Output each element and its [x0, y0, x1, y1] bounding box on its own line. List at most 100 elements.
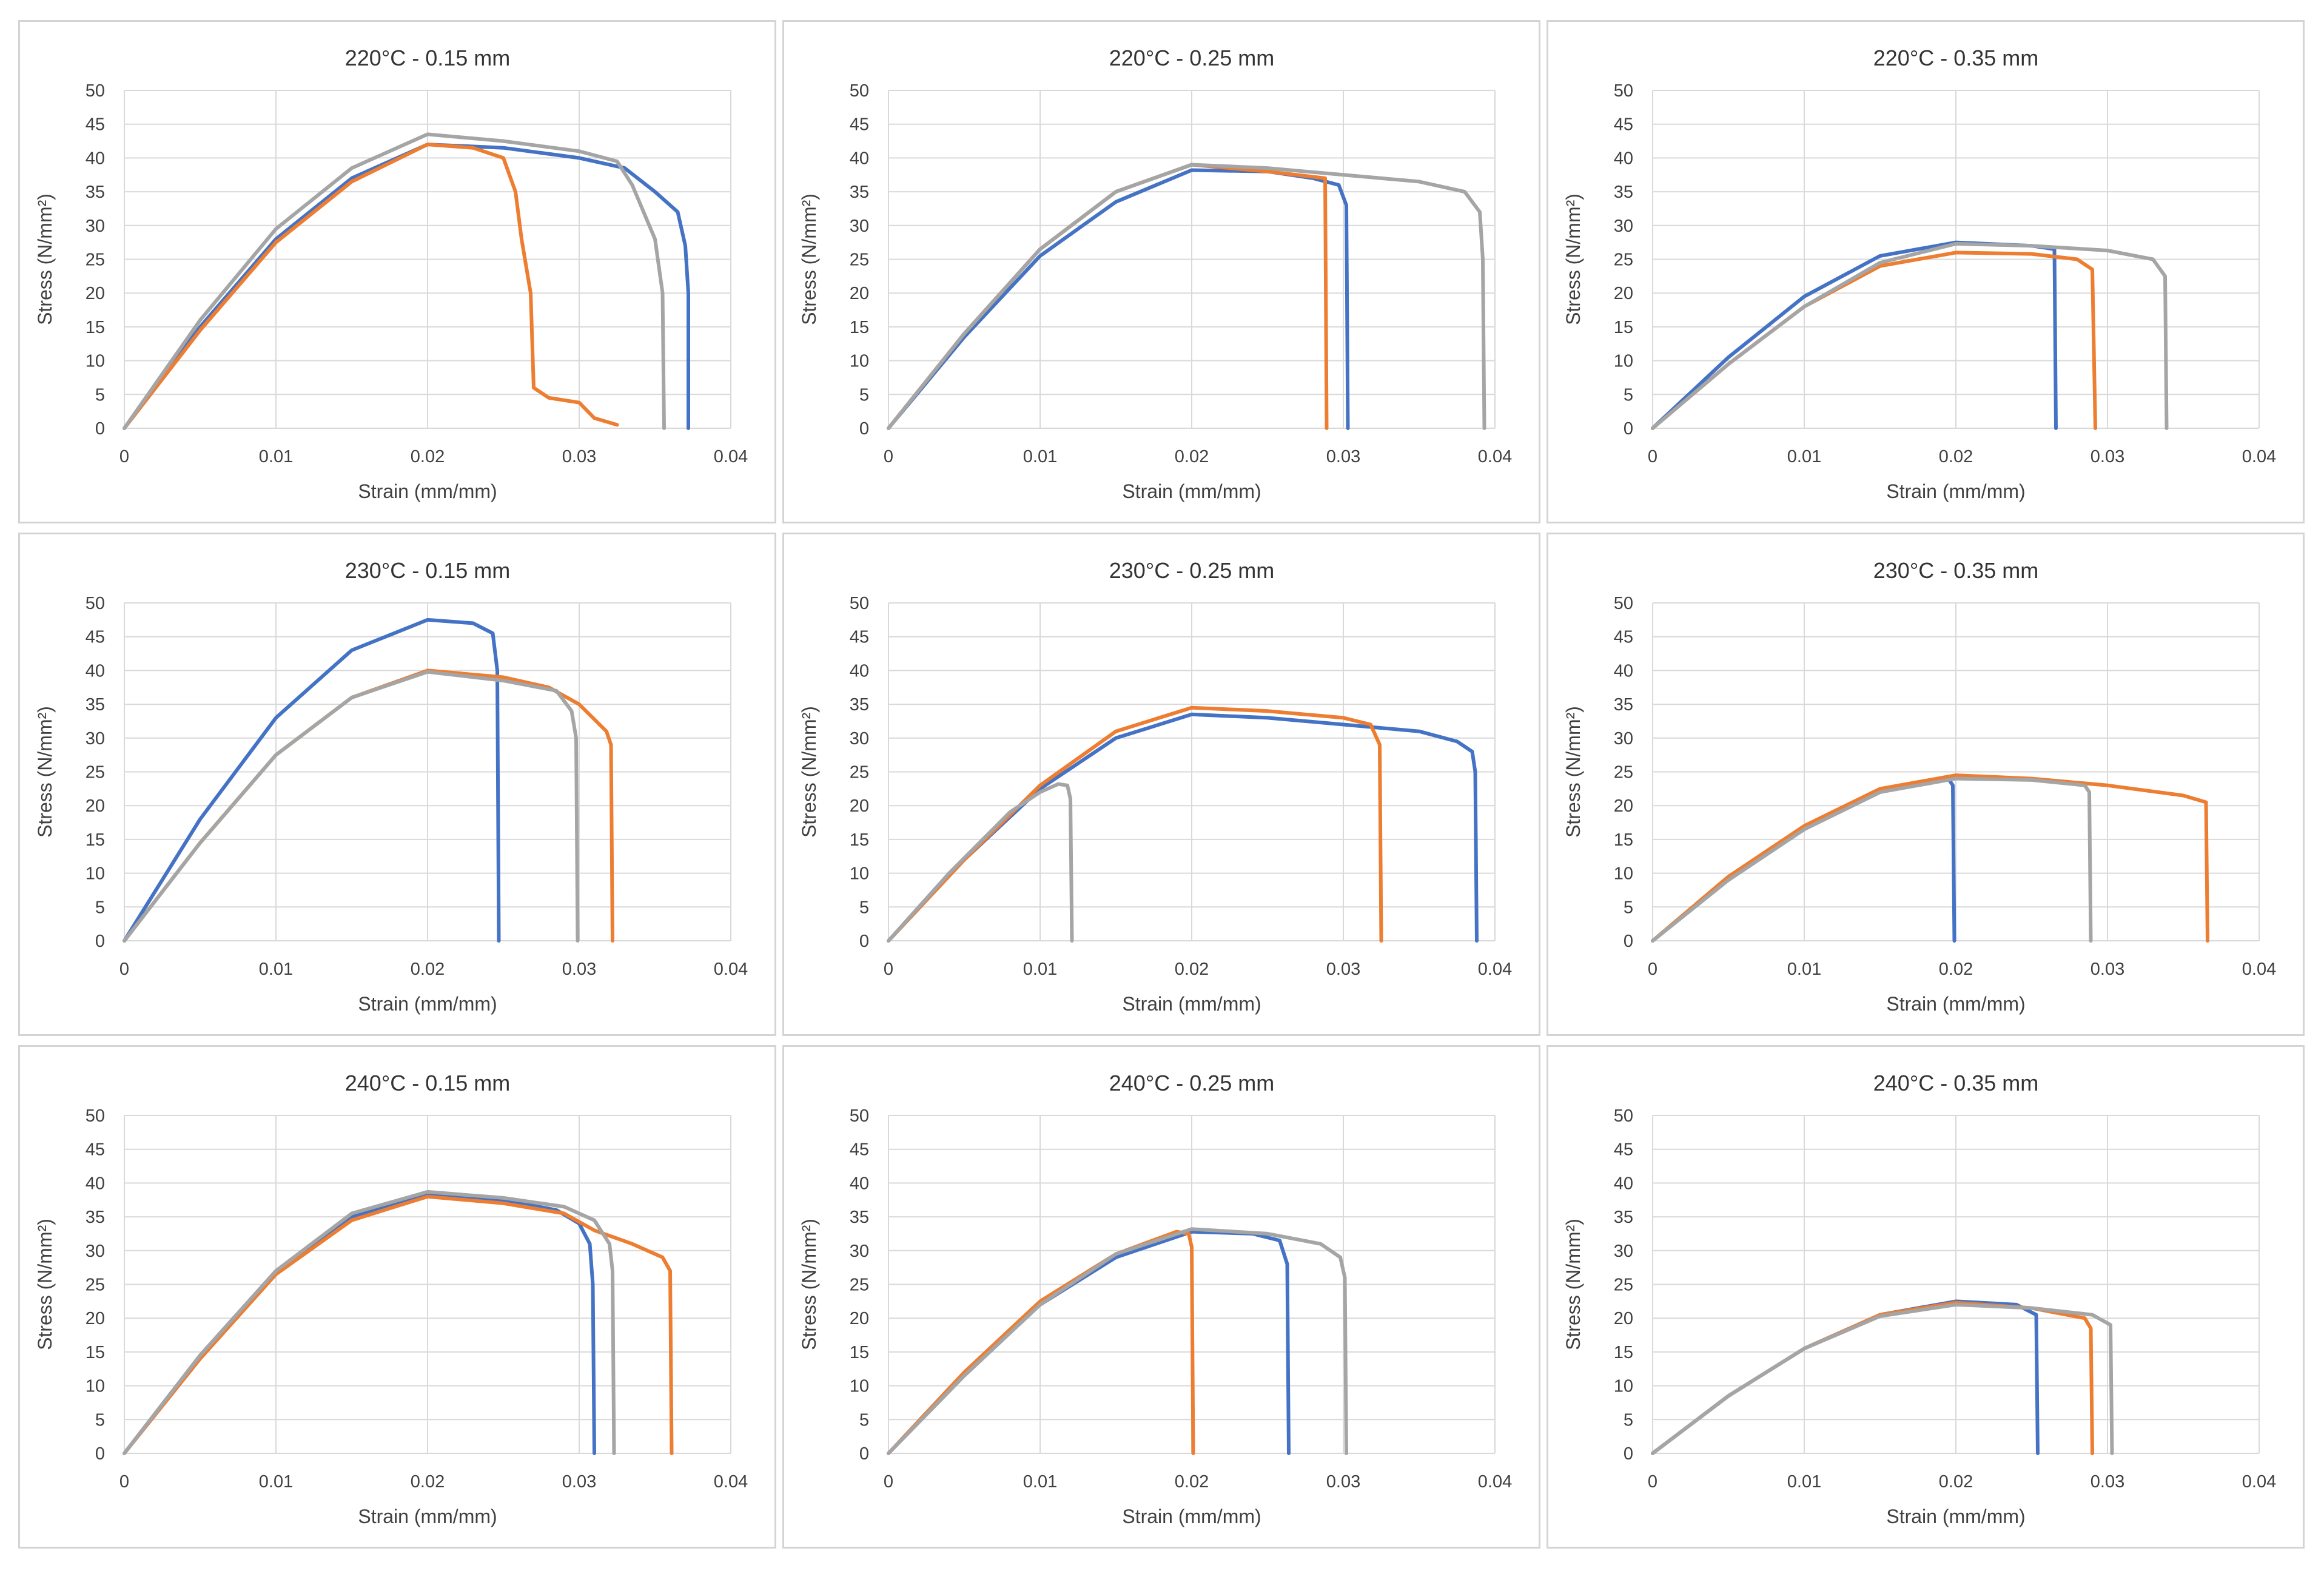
y-tick-label: 25: [86, 1276, 105, 1295]
x-tick-label: 0.04: [714, 1472, 748, 1492]
series-line-2: [1651, 1300, 2094, 1455]
y-tick-label: 40: [86, 661, 105, 681]
x-tick-label: 0.03: [1326, 447, 1360, 466]
x-tick-label: 0.01: [1023, 960, 1057, 979]
chart-title: 240°C - 0.35 mm: [1873, 1071, 2039, 1095]
x-axis-label: Strain (mm/mm): [1122, 993, 1261, 1015]
y-tick-label: 30: [850, 1242, 869, 1261]
y-tick-label: 50: [850, 1106, 869, 1126]
x-tick-label: 0: [884, 960, 893, 979]
series-line-3: [887, 1227, 1348, 1455]
x-tick-label: 0.04: [2242, 1472, 2276, 1492]
x-tick-label: 0.02: [1175, 447, 1209, 466]
x-tick-label: 0.02: [1175, 1472, 1209, 1492]
x-axis-label: Strain (mm/mm): [1886, 1505, 2025, 1527]
chart-panel: 220°C - 0.15 mm 0 5 10 15 20 25 30 35 40 45 50 0 0.01…: [18, 20, 776, 523]
y-axis-label: Stress (N/mm²): [34, 193, 56, 325]
y-axis-label: Stress (N/mm²): [34, 706, 56, 838]
chart-panel: 230°C - 0.25 mm 0 5 10 15 20 25 30 35 40 45 50 0 0.01…: [782, 533, 1540, 1036]
y-tick-label: 0: [859, 932, 869, 951]
y-tick-label: 0: [1624, 1444, 1633, 1464]
y-tick-label: 5: [859, 898, 869, 917]
chart-svg: 240°C - 0.35 mm 0 5 10 15 20 25 30 35 40 45 50 0 0.01…: [1562, 1071, 2276, 1527]
x-tick-label: 0.01: [1023, 447, 1057, 466]
series-line-2: [887, 705, 1383, 943]
y-tick-label: 20: [850, 284, 869, 303]
x-tick-label: 0.01: [259, 447, 293, 466]
x-tick-label: 0.02: [411, 1472, 445, 1492]
y-tick-label: 20: [86, 796, 105, 816]
y-tick-label: 35: [86, 1208, 105, 1227]
y-axis-label: Stress (N/mm²): [798, 1219, 820, 1350]
chart-svg: 230°C - 0.25 mm 0 5 10 15 20 25 30 35 40 45 50 0 0.01…: [798, 558, 1512, 1015]
chart-svg: 220°C - 0.35 mm 0 5 10 15 20 25 30 35 40 45 50 0 0.01…: [1562, 45, 2276, 502]
y-tick-label: 50: [1614, 594, 1633, 613]
series-line-3: [123, 1189, 616, 1455]
chart-title: 240°C - 0.15 mm: [345, 1071, 511, 1095]
y-tick-label: 10: [1614, 352, 1633, 371]
y-tick-label: 40: [1614, 661, 1633, 681]
series-line-3: [123, 132, 666, 430]
y-tick-label: 30: [1614, 1242, 1633, 1261]
x-tick-label: 0.03: [1326, 960, 1360, 979]
series-line-3: [1651, 241, 2169, 430]
y-tick-label: 20: [1614, 796, 1633, 816]
y-tick-label: 0: [1624, 932, 1633, 951]
series-line-3: [887, 782, 1074, 943]
series-line-2: [1651, 251, 2097, 430]
y-tick-label: 40: [850, 149, 869, 168]
chart-panel: 220°C - 0.35 mm 0 5 10 15 20 25 30 35 40 45 50 0 0.01…: [1547, 20, 2305, 523]
x-tick-label: 0.04: [1478, 960, 1512, 979]
y-tick-label: 0: [859, 1444, 869, 1464]
chart-panel: 240°C - 0.25 mm 0 5 10 15 20 25 30 35 40 45 50 0 0.01…: [782, 1045, 1540, 1549]
x-tick-label: 0.03: [1326, 1472, 1360, 1492]
y-tick-label: 10: [86, 864, 105, 884]
x-tick-label: 0.03: [562, 1472, 596, 1492]
y-tick-label: 25: [850, 1276, 869, 1295]
y-tick-label: 20: [850, 796, 869, 816]
x-tick-label: 0.04: [2242, 960, 2276, 979]
chart-panel: 230°C - 0.35 mm 0 5 10 15 20 25 30 35 40 45 50 0 0.01…: [1547, 533, 2305, 1036]
y-tick-label: 20: [86, 1309, 105, 1328]
y-tick-label: 25: [86, 763, 105, 782]
y-tick-label: 50: [850, 594, 869, 613]
y-tick-label: 0: [95, 419, 105, 439]
x-tick-label: 0.03: [2091, 960, 2124, 979]
x-tick-label: 0.01: [1023, 1472, 1057, 1492]
y-tick-label: 10: [86, 352, 105, 371]
x-tick-label: 0.04: [1478, 1472, 1512, 1492]
x-tick-label: 0.04: [714, 960, 748, 979]
y-tick-label: 45: [86, 628, 105, 647]
chart-svg: 230°C - 0.15 mm 0 5 10 15 20 25 30 35 40 45 50 0 0.01…: [34, 558, 748, 1015]
y-tick-label: 35: [850, 183, 869, 202]
y-tick-label: 25: [850, 251, 869, 270]
y-tick-label: 50: [86, 594, 105, 613]
y-tick-label: 45: [86, 115, 105, 135]
y-tick-label: 30: [86, 729, 105, 748]
y-tick-label: 20: [86, 284, 105, 303]
y-tick-label: 45: [850, 115, 869, 135]
y-tick-label: 25: [1614, 251, 1633, 270]
y-tick-label: 10: [850, 1377, 869, 1396]
x-tick-label: 0.04: [2242, 447, 2276, 466]
y-tick-label: 30: [1614, 729, 1633, 748]
x-tick-label: 0: [884, 1472, 893, 1492]
chart-title: 230°C - 0.15 mm: [345, 558, 511, 583]
series-line-1: [1651, 240, 2058, 430]
series-line-2: [123, 143, 619, 430]
x-tick-label: 0: [1648, 447, 1657, 466]
chart-title: 230°C - 0.25 mm: [1109, 558, 1275, 583]
y-tick-label: 10: [1614, 1377, 1633, 1396]
chart-svg: 220°C - 0.15 mm 0 5 10 15 20 25 30 35 40 45 50 0 0.01…: [34, 45, 748, 502]
chart-title: 220°C - 0.35 mm: [1873, 45, 2039, 70]
chart-title: 220°C - 0.15 mm: [345, 45, 511, 70]
y-tick-label: 25: [86, 251, 105, 270]
x-tick-label: 0.01: [259, 1472, 293, 1492]
chart-svg: 240°C - 0.25 mm 0 5 10 15 20 25 30 35 40 45 50 0 0.01…: [798, 1071, 1512, 1527]
y-tick-label: 45: [850, 1140, 869, 1160]
y-tick-label: 20: [1614, 1309, 1633, 1328]
y-tick-label: 5: [95, 898, 105, 917]
series-line-3: [123, 670, 580, 943]
y-tick-label: 5: [1624, 1410, 1633, 1430]
y-tick-label: 50: [1614, 81, 1633, 101]
